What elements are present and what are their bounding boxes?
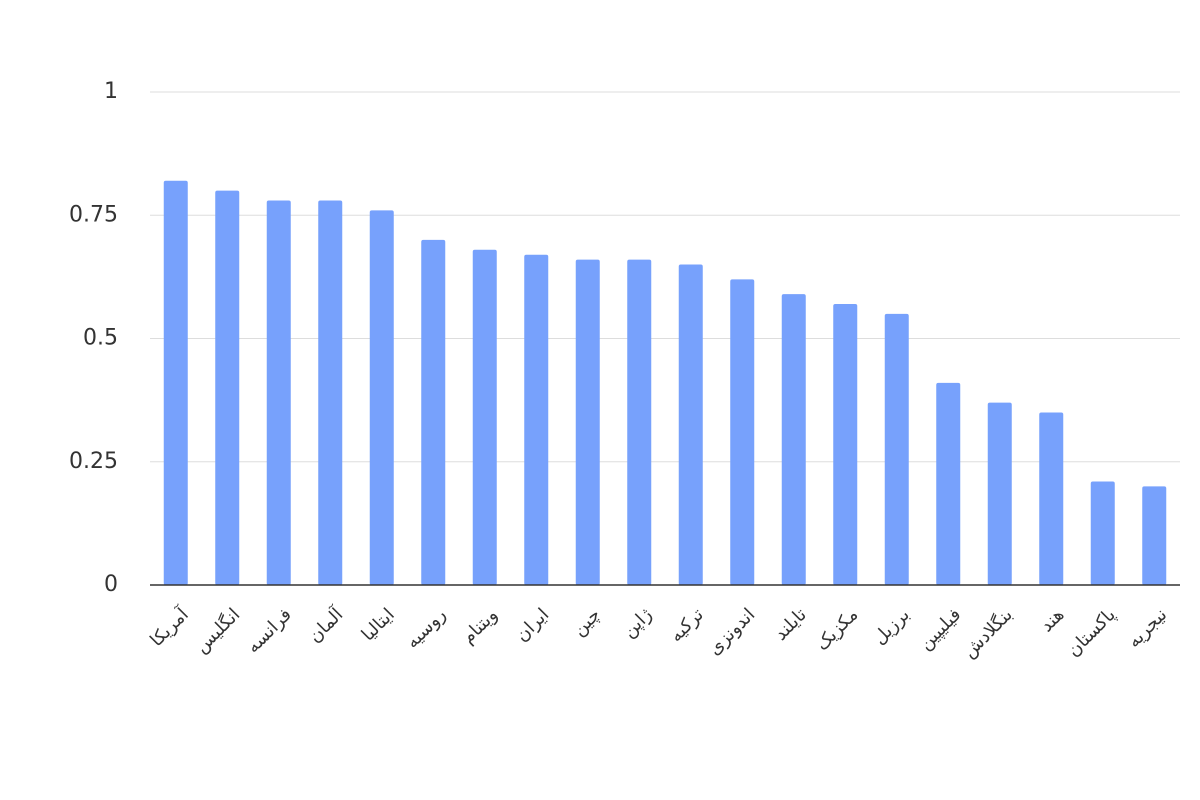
bar <box>524 254 549 585</box>
bar <box>215 190 240 585</box>
bar <box>318 200 343 585</box>
y-tick-label: 0.5 <box>83 326 118 351</box>
x-tick-label: فیلیپین <box>915 604 965 654</box>
x-tick-label: ایتالیا <box>358 604 399 645</box>
x-tick-label: ژاپن <box>619 604 657 642</box>
bar <box>936 382 961 585</box>
y-tick-label: 0.25 <box>69 449 118 474</box>
bar <box>163 180 188 586</box>
x-tick-label: پاکستان <box>1063 604 1120 661</box>
x-tick-label: آمریکا <box>145 602 194 651</box>
x-tick-label: چین <box>569 604 605 640</box>
y-tick-label: 0.75 <box>69 202 118 227</box>
bar <box>884 313 909 585</box>
bar <box>1142 486 1167 585</box>
x-tick-label: فرانسه <box>243 604 296 657</box>
x-tick-label: برزیل <box>869 604 914 649</box>
x-tick-label: روسیه <box>402 604 450 652</box>
x-tick-label: آلمان <box>303 602 348 647</box>
x-tick-label: ترکیه <box>666 604 708 646</box>
x-tick-label: تایلند <box>770 604 811 645</box>
bar <box>421 239 446 585</box>
bar <box>781 294 806 585</box>
y-tick-label: 0 <box>104 572 118 597</box>
bar <box>987 402 1012 585</box>
y-tick-label: 1 <box>104 79 118 104</box>
x-tick-label: ویتنام <box>458 604 502 648</box>
bar <box>730 279 755 585</box>
x-tick-label: هند <box>1036 604 1068 636</box>
bar <box>472 249 497 585</box>
bar <box>266 200 291 585</box>
bar <box>627 259 652 585</box>
x-tick-label: اندونزی <box>704 604 759 659</box>
bar <box>369 210 394 585</box>
x-tick-label: انگلیس <box>190 604 244 658</box>
bar <box>1090 481 1115 585</box>
x-tick-label: بنگلادش <box>958 604 1017 663</box>
bar <box>1039 412 1064 585</box>
x-tick-label: ایران <box>511 604 553 646</box>
bar <box>833 303 858 585</box>
x-tick-label: مکزیک <box>812 604 863 655</box>
bar <box>678 264 703 585</box>
x-tick-label: نیجریه <box>1123 604 1171 652</box>
bar <box>575 259 600 585</box>
